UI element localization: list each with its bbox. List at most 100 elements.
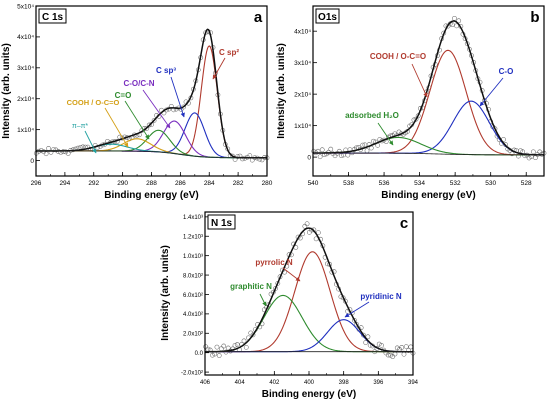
panel-c-core-level: N 1s (211, 218, 233, 229)
panel-b-x-tick-label: 530 (485, 180, 496, 187)
panel-a-data-point (240, 156, 245, 162)
panel-a-data-point (144, 126, 150, 131)
panel-b-y-tick-label: 4x10⁴ (294, 28, 311, 35)
panel-c-y-tick-label: 8.0x10² (183, 273, 203, 279)
panel-b-x-tick-label: 536 (379, 180, 390, 187)
panel-b-annot-cooh: COOH / O-C=O (370, 52, 426, 61)
panel-a-data-point (63, 149, 69, 155)
panel-a-annot-ceo: C=O (115, 91, 132, 100)
panel-b: 540 538 536 534 532 530 528 0 1x10⁴ 2x10⁴ 3x10⁴ 4x1… (276, 5, 547, 201)
panel-b-annot-co: C-O (499, 67, 514, 76)
panel-b-annot-h2o: adsorbed H₂O (345, 111, 399, 120)
panel-a-core-level-box (38, 8, 67, 24)
panel-a-y-tick-label: 4x10⁴ (17, 34, 34, 41)
panel-b-arrow-co (479, 77, 504, 107)
panel-a-data-point (53, 147, 59, 153)
panel-c-y-tick-label: 4.0x10² (183, 312, 203, 318)
panel-a-baseline (36, 150, 267, 159)
panel-b-data-point (533, 155, 538, 161)
panel-a-data-point (60, 149, 66, 155)
panel-c-data-point (388, 352, 393, 358)
panel-c-y-tick-label: 6.0x10² (183, 293, 203, 299)
panel-c-data-point (232, 342, 238, 348)
panel-c-data-point (273, 286, 278, 291)
panel-a-arrow-cooh (104, 107, 129, 148)
panel-b-data-point (452, 15, 457, 21)
panel-b-y-tick-label: 1x10⁴ (294, 123, 311, 130)
panel-b-label: b (530, 9, 539, 26)
panel-b-data-point (449, 22, 455, 28)
panel-b-data-point (456, 18, 462, 24)
panel-a-annot-pi: π–π* (72, 123, 89, 130)
panel-b-baseline (313, 152, 544, 156)
panel-a-arrow-ceo (124, 100, 150, 140)
panel-b-core-level: O1s (318, 12, 337, 23)
panel-c-arrow-pyridinic (344, 301, 370, 318)
panel-c: 406 404 402 400 398 396 394 -2.0x10² 0.0 2.0x10² 4… (160, 211, 419, 400)
panel-a-y-tick-label: 5x10⁴ (17, 3, 34, 10)
panel-a: 296 294 292 290 288 286 284 282 280 0 1x10⁴ 2x10⁴ 3x… (1, 3, 273, 201)
panel-b-data-point (330, 151, 336, 156)
panel-c-data-point (234, 342, 240, 347)
panel-a-x-tick-label: 294 (59, 180, 70, 187)
panel-c-ylabel: Intensity (arb. units) (160, 245, 171, 341)
panel-c-data-point (403, 344, 409, 350)
panel-a-x-tick-label: 282 (233, 180, 244, 187)
panel-c-annot-pyrrolic: pyrrolic N (255, 258, 293, 267)
panel-a-label: a (254, 9, 263, 26)
panel-b-data-point (360, 142, 366, 148)
panel-b-data-point (345, 152, 351, 158)
panel-c-data-point (302, 223, 308, 229)
panel-a-data-point (230, 153, 236, 159)
panel-c-annot-graphitic: graphitic N (230, 282, 272, 291)
panel-c-y-tick-label: 0.0 (195, 351, 204, 357)
panel-c-data-point (315, 230, 321, 236)
panel-a-x-tick-label: 288 (146, 180, 157, 187)
panel-a-data-point (41, 149, 47, 155)
panel-a-x-tick-label: 290 (117, 180, 128, 187)
panel-c-x-tick-label: 398 (339, 380, 350, 386)
panel-a-core-level: C 1s (42, 12, 64, 23)
panel-b-data-point (413, 116, 419, 122)
panel-b-y-tick-label: 2x10⁴ (294, 91, 311, 98)
panel-b-x-tick-label: 528 (521, 180, 532, 187)
panel-c-data-point (248, 330, 254, 336)
panel-a-xlabel: Binding energy (eV) (104, 190, 198, 201)
panel-b-arrow-cooh (411, 63, 428, 98)
panel-c-x-tick-label: 396 (373, 380, 384, 386)
panel-c-data-point (390, 354, 396, 359)
panel-c-label: c (400, 215, 408, 232)
panel-b-x-tick-label: 534 (414, 180, 425, 187)
panel-c-arrow-pyrrolic (282, 267, 301, 282)
panel-a-data-layer (33, 28, 270, 163)
panel-b-data-point (454, 23, 459, 29)
panel-c-data-point (406, 348, 411, 353)
panel-a-data-point (46, 146, 51, 151)
panel-c-envelope-fit (205, 227, 413, 353)
panel-b-y-tick-label: 0 (307, 154, 311, 161)
panel-a-envelope-fit (36, 28, 267, 159)
panel-c-data-point (376, 341, 382, 347)
panel-c-data-point (219, 346, 224, 352)
panel-b-data-point (530, 149, 536, 155)
panel-b-core-level-box (315, 8, 340, 24)
panel-a-y-tick-label: 3x10⁴ (17, 65, 34, 72)
panel-a-y-tick-label: 1x10⁴ (17, 127, 34, 134)
panel-b-data-point (324, 151, 329, 157)
panel-a-x-tick-label: 296 (31, 180, 42, 187)
panel-c-data-point (214, 344, 220, 350)
panel-b-data-point (516, 153, 521, 159)
panel-c-frame (204, 211, 414, 376)
panel-a-axes-layer: 296 294 292 290 288 286 284 282 280 0 1x10⁴ 2x10⁴ 3x… (17, 3, 273, 187)
panel-c-data-point (379, 342, 384, 348)
panel-c-data-point (306, 229, 312, 235)
panel-b-y-tick-label: 3x10⁴ (294, 60, 311, 67)
panel-a-frame (35, 5, 268, 177)
panel-c-y-tick-label: -2.0x10² (181, 370, 203, 376)
panel-c-y-tick-label: 1.2x10³ (183, 235, 203, 241)
panel-a-arrow-csp3 (170, 76, 185, 118)
panel-a-y-tick-label: 0 (30, 158, 34, 165)
panel-b-x-tick-label: 532 (450, 180, 461, 187)
panel-a-ylabel: Intensity (arb. units) (1, 43, 12, 139)
